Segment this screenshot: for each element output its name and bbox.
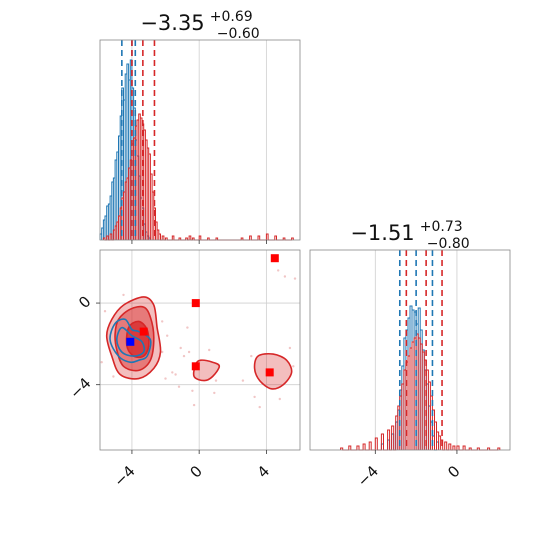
joint-marker-square [191, 299, 200, 308]
marginal-2-grid [374, 250, 458, 450]
joint-ytick-label: 0 [75, 292, 94, 311]
marginal-1-title-median: −3.35 [140, 11, 204, 35]
marginal-1-panel: −3.35 +0.69 −0.60 [99, 6, 301, 244]
joint-sample-point [292, 365, 295, 368]
marginal-2-quantiles [398, 250, 443, 450]
joint-sample-point [112, 375, 115, 378]
marginal-2-histograms [340, 305, 501, 451]
joint-contours [105, 296, 293, 390]
joint-yticks: −4 0 [66, 292, 100, 402]
joint-sample-point [161, 350, 164, 354]
joint-panel: −4 0 4 −4 0 [66, 249, 301, 490]
joint-sample-point [250, 354, 253, 358]
joint-sample-point [283, 275, 287, 278]
marginal-1-xticks [131, 240, 267, 244]
joint-contour-blue [109, 318, 152, 364]
marginal-1-title-minus: −0.60 [217, 26, 260, 42]
joint-sample-point [277, 269, 280, 272]
joint-sample-point [191, 389, 194, 392]
joint-marker-square [270, 254, 279, 263]
joint-sample-point [213, 391, 216, 395]
joint-sample-point [179, 346, 182, 350]
joint-sample-point [214, 379, 218, 382]
joint-sample-point [174, 373, 177, 376]
joint-sample-point [278, 397, 281, 401]
marginal-1-frame [99, 39, 301, 241]
joint-ytick-label: −4 [66, 374, 94, 402]
joint-points [126, 254, 279, 377]
joint-sample-point [208, 348, 211, 352]
joint-sample-point [293, 277, 297, 280]
joint-sample-point [103, 310, 107, 313]
marginal-2-title: −1.51 +0.73 −0.80 [350, 216, 469, 252]
joint-marker-square [191, 362, 200, 371]
marginal-2-tick-label: −4 [354, 462, 382, 490]
joint-sample-point [100, 361, 103, 364]
joint-sample-point [171, 371, 174, 374]
joint-xticks: −4 0 4 [110, 450, 273, 490]
joint-sample-point [177, 385, 181, 388]
joint-sample-point [166, 334, 169, 337]
joint-tick-label: −4 [110, 462, 138, 490]
marginal-2-histogram-2 [340, 333, 501, 451]
marginal-1-title-plus: +0.69 [210, 9, 253, 25]
joint-sample-point [161, 320, 164, 323]
joint-sample-point [164, 377, 167, 380]
joint-tick-label: 0 [187, 462, 206, 481]
joint-marker-square [139, 327, 148, 336]
marginal-2-title-plus: +0.73 [420, 219, 463, 235]
joint-frame [99, 249, 301, 451]
joint-sample-point [192, 403, 196, 407]
joint-sample-point [122, 293, 125, 297]
joint-marker-square [265, 368, 274, 377]
joint-sample-point [241, 379, 245, 382]
marginal-1-title: −3.35 +0.69 −0.60 [140, 6, 259, 42]
marginal-2-xticks: −4 0 [354, 450, 464, 490]
marginal-2-title-median: −1.51 [350, 221, 414, 245]
joint-contour-blue [115, 326, 146, 357]
joint-sample-point [182, 354, 186, 358]
marginal-2-title-minus: −0.80 [427, 236, 470, 252]
joint-sample-point [253, 395, 256, 399]
joint-marker-square [126, 337, 135, 346]
marginal-2-frame [309, 249, 511, 451]
joint-sample-point [288, 346, 292, 350]
joint-sample-point [258, 405, 261, 409]
joint-sample-point [187, 350, 191, 354]
joint-sample-point [186, 326, 189, 329]
joint-scatter [100, 269, 297, 409]
marginal-2-tick-label: 0 [444, 462, 463, 481]
joint-tick-label: 4 [254, 462, 273, 481]
marginal-1-quantiles [121, 40, 156, 240]
marginal-2-panel: −4 0 −1.51 +0.73 −0.80 [309, 216, 511, 490]
marginal-1-histograms [99, 59, 294, 241]
